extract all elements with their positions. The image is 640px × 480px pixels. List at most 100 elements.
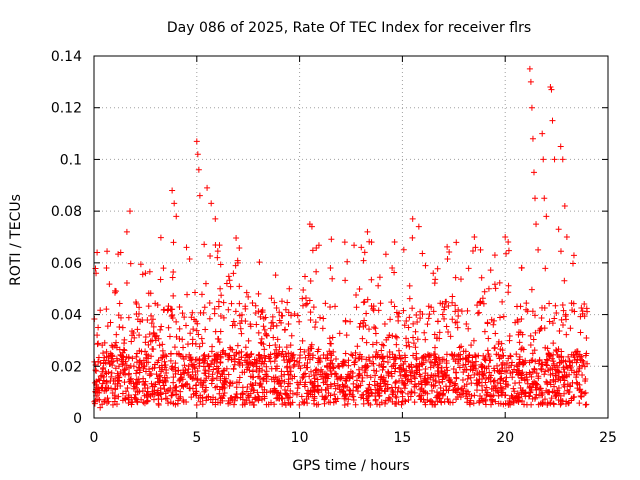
roti-point: [236, 379, 243, 386]
roti-point: [311, 324, 318, 331]
roti-point: [221, 390, 228, 397]
roti-point: [111, 395, 118, 402]
roti-peak-point: [559, 156, 566, 163]
roti-point: [556, 390, 563, 397]
roti-point: [406, 314, 413, 321]
roti-point: [389, 332, 396, 339]
roti-point: [495, 400, 502, 407]
roti-point: [164, 395, 171, 402]
roti-point: [434, 318, 441, 325]
roti-point: [321, 394, 328, 401]
roti-point: [260, 376, 267, 383]
roti-peak-point: [389, 265, 396, 272]
roti-point: [533, 370, 540, 377]
roti-peak-point: [196, 192, 203, 199]
roti-point: [430, 308, 437, 315]
roti-point: [328, 383, 335, 390]
roti-point: [304, 400, 311, 407]
roti-point: [330, 364, 337, 371]
roti-point: [433, 356, 440, 363]
roti-point: [497, 384, 504, 391]
roti-point: [147, 338, 154, 345]
roti-point: [349, 352, 356, 359]
roti-point: [276, 309, 283, 316]
roti-point: [376, 392, 383, 399]
roti-point: [103, 348, 110, 355]
roti-point: [285, 309, 292, 316]
roti-point: [295, 381, 302, 388]
roti-point: [160, 265, 167, 272]
roti-point: [361, 249, 368, 256]
roti-point: [267, 358, 274, 365]
roti-point: [452, 302, 459, 309]
roti-point: [171, 344, 178, 351]
roti-point: [484, 319, 491, 326]
roti-point: [579, 362, 586, 369]
roti-point: [559, 302, 566, 309]
roti-point: [554, 362, 561, 369]
roti-point: [305, 393, 312, 400]
roti-point: [582, 376, 589, 383]
roti-point: [476, 376, 483, 383]
roti-peak-point: [208, 200, 215, 207]
roti-point: [490, 365, 497, 372]
roti-point: [385, 394, 392, 401]
roti-point: [463, 320, 470, 327]
roti-point: [122, 371, 129, 378]
roti-point: [367, 401, 374, 408]
roti-point: [405, 339, 412, 346]
roti-point: [136, 332, 143, 339]
roti-point: [97, 307, 104, 314]
roti-point: [260, 323, 267, 330]
roti-point: [189, 309, 196, 316]
roti-point: [540, 399, 547, 406]
roti-point: [185, 366, 192, 373]
roti-point: [482, 379, 489, 386]
roti-point: [366, 392, 373, 399]
roti-point: [332, 303, 339, 310]
roti-point: [437, 384, 444, 391]
roti-point: [317, 358, 324, 365]
roti-point: [192, 371, 199, 378]
roti-point: [293, 391, 300, 398]
x-tick-label: 20: [496, 430, 514, 446]
roti-point: [101, 396, 108, 403]
roti-point: [518, 315, 525, 322]
roti-point: [455, 360, 462, 367]
roti-point: [541, 371, 548, 378]
roti-point: [115, 312, 122, 319]
roti-point: [225, 371, 232, 378]
roti-point: [507, 401, 514, 408]
roti-point: [149, 345, 156, 352]
roti-point: [307, 309, 314, 316]
roti-point: [116, 346, 123, 353]
roti-point: [561, 383, 568, 390]
roti-point: [234, 394, 241, 401]
roti-point: [332, 385, 339, 392]
roti-point: [361, 363, 368, 370]
roti-point: [413, 312, 420, 319]
roti-point: [173, 383, 180, 390]
roti-point: [456, 364, 463, 371]
roti-point: [125, 392, 132, 399]
roti-point: [345, 396, 352, 403]
roti-point: [361, 317, 368, 324]
roti-point: [474, 310, 481, 317]
roti-point: [468, 393, 475, 400]
roti-point: [146, 366, 153, 373]
roti-point: [113, 288, 120, 295]
roti-point: [443, 323, 450, 330]
roti-point: [424, 372, 431, 379]
roti-point: [476, 379, 483, 386]
roti-peak-point: [171, 200, 178, 207]
roti-point: [442, 372, 449, 379]
roti-point: [315, 401, 322, 408]
roti-point: [422, 357, 429, 364]
roti-point: [211, 310, 218, 317]
roti-point: [416, 371, 423, 378]
roti-point: [531, 365, 538, 372]
roti-point: [161, 358, 168, 365]
roti-point: [406, 295, 413, 302]
roti-point: [513, 351, 520, 358]
roti-point: [187, 330, 194, 337]
